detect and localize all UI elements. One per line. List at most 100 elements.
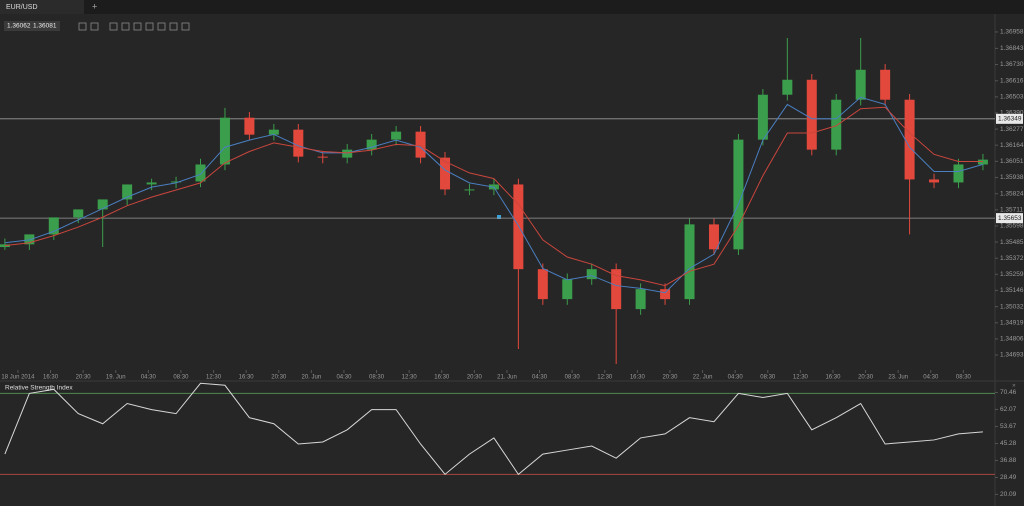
y-tick-label: 1.36503: [1000, 94, 1024, 101]
price-line-box: [996, 213, 1023, 224]
marker: [497, 215, 501, 219]
toolbar: [78, 22, 190, 31]
y-tick-label: 1.36843: [1000, 45, 1024, 52]
quote-box: [4, 21, 60, 31]
candle-body: [171, 181, 182, 183]
y-tick-label: 1.35372: [1000, 255, 1024, 262]
x-tick-label: 22. Jun: [693, 375, 713, 381]
rsi-line: [4, 382, 983, 476]
candle-body: [708, 224, 719, 250]
candle-body: [146, 182, 157, 185]
x-tick-label: 21. Jun: [497, 375, 517, 381]
moving-average: [4, 106, 983, 287]
candle-body: [195, 164, 206, 182]
x-tick-label: 04:30: [141, 375, 157, 381]
candle-body: [48, 217, 59, 235]
bid: 1.36062: [7, 23, 31, 30]
candle-body: [831, 99, 842, 150]
x-tick-label: 08:30: [369, 375, 385, 381]
y-tick-label: 1.35146: [1000, 287, 1024, 294]
candle-body: [977, 159, 988, 165]
candle-body: [219, 117, 230, 165]
x-tick-label: 16:30: [239, 375, 255, 381]
y-tick-label: 1.35032: [1000, 303, 1024, 310]
y-tick-label: 36.88: [1000, 457, 1017, 464]
rsi-title: Relative Strength Index: [5, 385, 73, 392]
candle-body: [415, 131, 426, 158]
x-tick-label: 04:30: [336, 375, 352, 381]
x-tick-label: 19. Jun: [106, 375, 126, 381]
y-tick-label: 1.35598: [1000, 223, 1024, 230]
candle-body: [317, 156, 328, 158]
candle-body: [97, 199, 108, 210]
y-tick-label: 1.36730: [1000, 61, 1024, 68]
tool[interactable]: [121, 22, 130, 31]
x-tick-label: 18 Jun 2014: [1, 375, 35, 381]
tab[interactable]: [0, 0, 84, 14]
tool[interactable]: [78, 22, 87, 31]
candle-body: [684, 224, 695, 300]
candle-body: [929, 179, 940, 183]
tab-title: EUR/USD: [6, 4, 38, 11]
x-tick-label: 16:30: [630, 375, 646, 381]
close-panel[interactable]: ×: [1012, 383, 1016, 390]
candle-body: [244, 117, 255, 135]
x-tick-label: 12:30: [206, 375, 222, 381]
candle-body: [293, 129, 304, 157]
y-tick-label: 62.07: [1000, 406, 1017, 413]
candle-body: [73, 209, 84, 218]
x-tick-label: 20. Jun: [302, 375, 322, 381]
y-tick-label: 1.35259: [1000, 271, 1024, 278]
tool[interactable]: [169, 22, 178, 31]
candle-body: [733, 139, 744, 250]
price-line-label: 1.36349: [998, 116, 1022, 123]
candle-body: [391, 131, 402, 140]
tool[interactable]: [181, 22, 190, 31]
candle-body: [440, 157, 451, 190]
x-tick-label: 23. Jun: [888, 375, 908, 381]
y-tick-label: 1.35711: [1000, 207, 1023, 214]
candle-body: [806, 79, 817, 150]
y-tick-label: 1.36390: [1000, 110, 1024, 117]
tool[interactable]: [90, 22, 99, 31]
x-tick-label: 12:30: [793, 375, 809, 381]
candle-body: [122, 184, 133, 200]
x-tick-label: 20:30: [662, 375, 678, 381]
y-tick-label: 1.36277: [1000, 126, 1024, 133]
x-tick-label: 08:30: [956, 375, 972, 381]
x-tick-label: 08:30: [760, 375, 776, 381]
y-tick-label: 1.35485: [1000, 239, 1024, 246]
y-tick-label: 1.36164: [1000, 142, 1024, 149]
price-line-box: [996, 113, 1023, 124]
y-tick-label: 53.67: [1000, 423, 1017, 430]
candle-body: [562, 279, 573, 300]
tool[interactable]: [145, 22, 154, 31]
x-tick-label: 20:30: [271, 375, 287, 381]
candle-body: [757, 94, 768, 140]
y-tick-label: 1.35824: [1000, 190, 1024, 197]
candle-body: [635, 289, 646, 310]
tool[interactable]: [109, 22, 118, 31]
y-tick-label: 1.36958: [1000, 29, 1024, 36]
x-tick-label: 08:30: [565, 375, 581, 381]
x-tick-label: 16:30: [43, 375, 59, 381]
candle-body: [268, 129, 279, 135]
x-tick-label: 20:30: [858, 375, 874, 381]
candle-body: [24, 234, 35, 245]
tool[interactable]: [133, 22, 142, 31]
tool[interactable]: [157, 22, 166, 31]
y-tick-label: 1.34806: [1000, 336, 1024, 343]
x-tick-label: 12:30: [402, 375, 418, 381]
price-line-label: 1.35653: [998, 215, 1022, 222]
candle-body: [586, 269, 597, 280]
x-tick-label: 20:30: [467, 375, 483, 381]
x-tick-label: 04:30: [923, 375, 939, 381]
candle-body: [660, 289, 671, 300]
candle-body: [366, 139, 377, 150]
candle-body: [782, 79, 793, 95]
add-tab[interactable]: +: [92, 1, 97, 11]
candle-body: [904, 99, 915, 180]
x-tick-label: 08:30: [173, 375, 189, 381]
